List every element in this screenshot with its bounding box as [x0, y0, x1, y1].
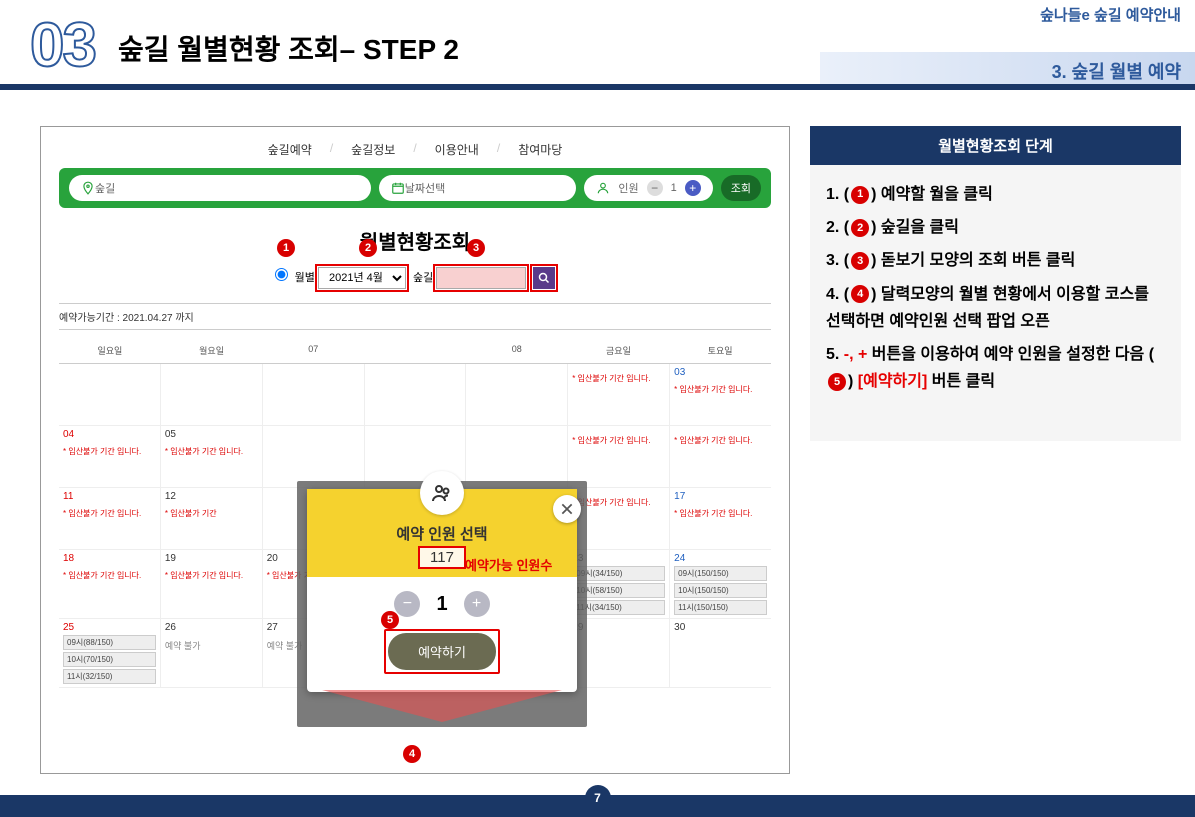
calendar-cell [263, 364, 365, 425]
search-icon [538, 272, 550, 284]
time-slot[interactable]: 11시(32/150) [63, 669, 156, 684]
marker-4: 4 [403, 745, 421, 763]
close-button[interactable] [553, 495, 581, 523]
page-number: 7 [585, 785, 611, 811]
popup-arrow [322, 690, 562, 722]
calendar-cell: 05* 입산불가 기간 입니다. [161, 426, 263, 487]
trail-field[interactable]: 숲길 [69, 175, 371, 201]
calendar-cell: 30 [670, 619, 771, 687]
reservation-popup: 예약 인원 선택 117 예약가능 인원수 − 1 + 예약하기 5 [307, 489, 577, 692]
calendar-cell: * 입산불가 기간 입니다. [568, 364, 670, 425]
calendar-cell [466, 426, 568, 487]
search-bar: 숲길 날짜선택 인원 − 1 + 조회 [59, 168, 771, 208]
date-field[interactable]: 날짜선택 [379, 175, 577, 201]
time-slot[interactable]: 11시(150/150) [674, 600, 767, 615]
calendar-cell: 2409시(150/150)10시(150/150)11시(150/150) [670, 550, 771, 618]
step-3: 3. (3) 돋보기 모양의 조회 버튼 클릭 [826, 247, 1165, 274]
location-icon [81, 181, 95, 195]
calendar-cell: 04* 입산불가 기간 입니다. [59, 426, 161, 487]
magnifier-button[interactable] [533, 267, 555, 289]
calendar-cell: * 입산불가 기간 입니다. [568, 426, 670, 487]
calendar-cell [263, 426, 365, 487]
marker-1: 1 [277, 239, 295, 257]
calendar-cell [59, 364, 161, 425]
monthly-title: 월별현황조회 [41, 226, 789, 255]
nav-item[interactable]: 숲길정보 [333, 141, 413, 158]
calendar-cell: 26예약 불가 [161, 619, 263, 687]
breadcrumb: 숲나들e 숲길 예약안내 [1040, 4, 1181, 25]
calendar-cell [161, 364, 263, 425]
step-1: 1. (1) 예약할 월을 클릭 [826, 181, 1165, 208]
quantity-stepper: − 1 + [307, 591, 577, 617]
highlight-box-5: 예약하기 [384, 629, 500, 674]
decrement-button[interactable]: − [394, 591, 420, 617]
reserve-button[interactable]: 예약하기 [388, 633, 496, 670]
people-count: 1 [671, 182, 677, 194]
calendar-cell: 18* 입산불가 기간 입니다. [59, 550, 161, 618]
search-go-button[interactable]: 조회 [721, 175, 761, 201]
nav-item[interactable]: 참여마당 [500, 141, 580, 158]
step-4: 4. (4) 달력모양의 월별 현황에서 이용할 코스를 선택하면 예약인원 선… [826, 281, 1165, 335]
quantity-value: 1 [436, 593, 447, 616]
monthly-radio[interactable] [275, 268, 288, 281]
marker-3: 3 [467, 239, 485, 257]
step-number: 03 [30, 10, 95, 81]
top-nav: 숲길예약/ 숲길정보/ 이용안내/ 참여마당 [41, 127, 789, 168]
filter-row: 월별 2021년 4월 숲길 1 2 3 [41, 267, 789, 289]
minus-button[interactable]: − [647, 180, 663, 196]
radio-label: 월별 [295, 272, 315, 284]
calendar-cell: 2509시(88/150)10시(70/150)11시(32/150) [59, 619, 161, 687]
trail-select[interactable] [436, 267, 526, 289]
availability-note: 예약가능기간 : 2021.04.27 까지 [59, 303, 771, 330]
people-icon [420, 471, 464, 515]
time-slot[interactable]: 09시(150/150) [674, 566, 767, 581]
plus-button[interactable]: + [685, 180, 701, 196]
popup-title: 예약 인원 선택 [396, 523, 487, 544]
time-slot[interactable]: 10시(70/150) [63, 652, 156, 667]
section-label: 3. 숲길 월별 예약 [1052, 58, 1181, 84]
page-title: 숲길 월별현황 조회– STEP 2 [118, 28, 459, 68]
calendar-cell: 03* 입산불가 기간 입니다. [670, 364, 771, 425]
person-icon [596, 181, 610, 195]
nav-item[interactable]: 숲길예약 [250, 141, 330, 158]
increment-button[interactable]: + [464, 591, 490, 617]
close-icon [560, 502, 574, 516]
calendar-cell [365, 364, 467, 425]
available-label: 예약가능 인원수 [465, 555, 552, 574]
calendar-cell [466, 364, 568, 425]
marker-2: 2 [359, 239, 377, 257]
month-select[interactable]: 2021년 4월 [318, 267, 406, 289]
divider-bar [0, 84, 1195, 90]
popup-body: − 1 + 예약하기 5 [307, 577, 577, 692]
nav-item[interactable]: 이용안내 [417, 141, 497, 158]
marker-5: 5 [381, 611, 399, 629]
instructions-panel: 월별현황조회 단계 1. (1) 예약할 월을 클릭 2. (2) 숲길을 클릭… [810, 126, 1181, 774]
calendar-cell: * 입산불가 기간 입니다. [670, 426, 771, 487]
instructions-title: 월별현황조회 단계 [810, 126, 1181, 165]
time-slot[interactable]: 09시(88/150) [63, 635, 156, 650]
available-count: 117 [418, 546, 466, 569]
time-slot[interactable]: 10시(150/150) [674, 583, 767, 598]
calendar-cell: 19* 입산불가 기간 입니다. [161, 550, 263, 618]
step-2: 2. (2) 숲길을 클릭 [826, 214, 1165, 241]
calendar-icon [391, 181, 405, 195]
step-5: 5. -, + 버튼을 이용하여 예약 인원을 설정한 다음 (5) [예약하기… [826, 341, 1165, 395]
calendar-cell: 12* 입산불가 기간 [161, 488, 263, 549]
people-field: 인원 − 1 + [584, 175, 712, 201]
screenshot-panel: 숲길예약/ 숲길정보/ 이용안내/ 참여마당 숲길 날짜선택 인원 − 1 + … [40, 126, 790, 774]
calendar-header: 일요일 월요일 07 08 금요일 토요일 [59, 338, 771, 364]
page-header: 숲나들e 숲길 예약안내 3. 숲길 월별 예약 03 숲길 월별현황 조회– … [0, 0, 1195, 92]
trail-label: 숲길 [413, 272, 433, 284]
calendar-cell: 17* 입산불가 기간 입니다. [670, 488, 771, 549]
popup-header: 예약 인원 선택 117 예약가능 인원수 [307, 489, 577, 577]
calendar-cell: 11* 입산불가 기간 입니다. [59, 488, 161, 549]
